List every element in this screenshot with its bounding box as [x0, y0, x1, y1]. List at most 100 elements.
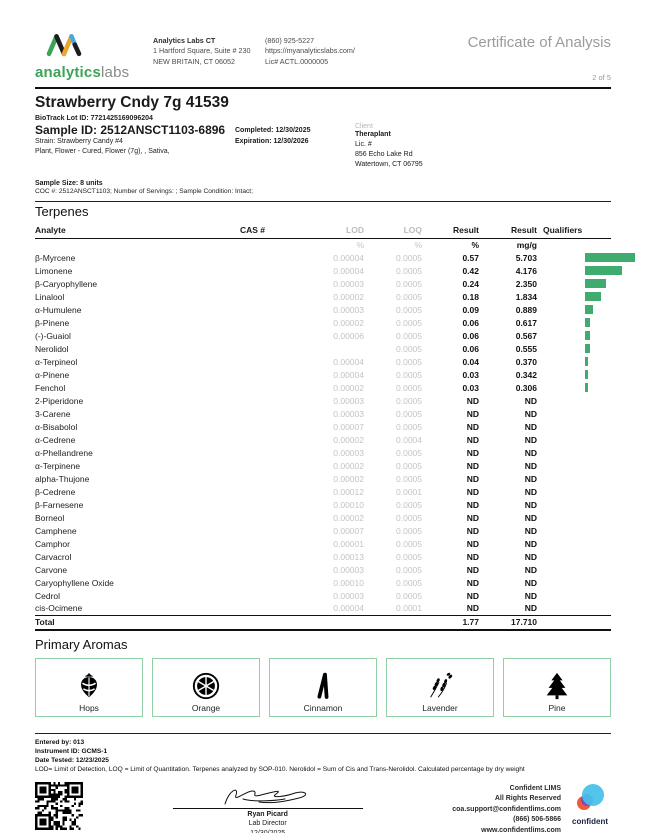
unit-result-mg: mg/g [516, 239, 537, 250]
cell-qualifier [537, 576, 611, 589]
cell-cas [240, 303, 302, 316]
cell-cas [240, 563, 302, 576]
client-license: Lic. # [355, 141, 372, 149]
terpenes-table: Analyte CAS # LOD LOQ Result Result Qual… [35, 222, 635, 632]
cell-lod: 0.00004 [333, 603, 364, 614]
cell-result-pct: ND [466, 551, 479, 562]
entered-by: Entered by: 013 [35, 739, 85, 747]
cell-result-mg: ND [524, 434, 537, 445]
terpene-row: α-Pinene 0.00004 0.0005 0.03 0.342 [35, 368, 611, 381]
cell-result-pct: ND [466, 538, 479, 549]
header-divider [35, 87, 611, 89]
qr-code [35, 781, 83, 830]
cell-lod: 0.00002 [333, 512, 364, 523]
cell-result-mg: ND [524, 395, 537, 406]
cell-result-mg: ND [524, 525, 537, 536]
lab-phone: (860) 925-5227 [265, 36, 315, 45]
header: analyticslabs Analytics Labs CT 1 Hartfo… [35, 28, 611, 82]
total-cas [240, 614, 302, 632]
cell-result-mg: ND [524, 577, 537, 588]
cell-analyte: Limonene [35, 265, 73, 276]
cell-loq: 0.0005 [396, 525, 422, 536]
cell-result-pct: 0.18 [462, 291, 479, 302]
cell-result-pct: ND [466, 473, 479, 484]
aroma-box-pine: Pine [503, 658, 611, 718]
terpene-row: Camphene 0.00007 0.0005 ND ND [35, 524, 611, 537]
cell-cas [240, 368, 302, 381]
cell-analyte: α-Terpinene [35, 460, 81, 471]
cell-qualifier [537, 381, 611, 394]
cell-qualifier [537, 329, 611, 342]
cell-qualifier [537, 251, 635, 264]
cell-qualifier [537, 433, 611, 446]
pine-icon [546, 672, 568, 700]
brand-labs: labs [101, 64, 130, 81]
cell-analyte: α-Terpineol [35, 356, 78, 367]
cell-result-mg: 2.350 [515, 278, 537, 289]
cell-lod: 0.00003 [333, 278, 364, 289]
cell-qualifier [537, 316, 611, 329]
cell-analyte: cis-Ocimene [35, 603, 83, 614]
cell-result-pct: 0.09 [462, 304, 479, 315]
cell-cas [240, 355, 302, 368]
aroma-box-hops: Hops [35, 658, 143, 718]
cell-loq: 0.0005 [396, 330, 422, 341]
aroma-label-hops: Hops [79, 703, 99, 714]
cell-result-mg: 0.306 [515, 382, 537, 393]
cell-cas [240, 316, 302, 329]
sample-id-block: Sample ID: 2512ANSCT1103-6896 Strain: St… [35, 123, 235, 171]
date-tested: Date Tested: 12/23/2025 [35, 756, 109, 764]
cell-result-mg: ND [524, 551, 537, 562]
cell-analyte: Carvone [35, 564, 68, 575]
cell-loq: 0.0005 [396, 369, 422, 380]
cell-analyte: α-Humulene [35, 304, 82, 315]
cell-lod: 0.00010 [333, 499, 364, 510]
terpene-bar [585, 266, 622, 276]
terpene-bar [585, 383, 588, 393]
cell-result-mg: 0.342 [515, 369, 537, 380]
cell-result-mg: ND [524, 603, 537, 614]
units-row: % % % mg/g [35, 238, 611, 251]
cell-result-pct: 0.06 [462, 343, 479, 354]
cell-lod: 0.00003 [333, 447, 364, 458]
terpene-bar [585, 279, 606, 289]
lab-address-block: Analytics Labs CT 1 Hartford Square, Sui… [153, 36, 265, 67]
lims-block: Confident LIMS All Rights Reserved coa.s… [452, 782, 611, 833]
terpene-row: β-Pinene 0.00002 0.0005 0.06 0.617 [35, 316, 611, 329]
cell-result-mg: 1.834 [515, 291, 537, 302]
cell-lod: 0.00004 [333, 356, 364, 367]
strain-line: Strain: Strawberry Candy #4 [35, 138, 123, 145]
cell-cas [240, 407, 302, 420]
cell-loq: 0.0005 [396, 460, 422, 471]
cell-cas [240, 290, 302, 303]
aroma-box-cinnamon: Cinnamon [269, 658, 377, 718]
cell-cas [240, 433, 302, 446]
cell-loq: 0.0005 [396, 473, 422, 484]
terpene-row: 3-Carene 0.00003 0.0005 ND ND [35, 407, 611, 420]
signature-icon [224, 789, 306, 805]
col-result-pct: Result [422, 222, 479, 239]
cell-analyte: β-Cedrene [35, 486, 76, 497]
cell-result-mg: ND [524, 590, 537, 601]
cell-analyte: Borneol [35, 512, 65, 523]
signoff-row: Ryan Picard Lab Director 12/30/2025 Conf… [35, 781, 611, 833]
cell-loq: 0.0005 [396, 577, 422, 588]
instrument-id: Instrument ID: GCMS-1 [35, 747, 108, 755]
cell-qualifier [537, 264, 622, 277]
cell-result-pct: ND [466, 434, 479, 445]
cell-qualifier [537, 446, 611, 459]
terpene-bar [585, 318, 591, 328]
lavender-icon [430, 672, 453, 698]
matrix-line: Plant, Flower - Cured, Flower (7g), , Sa… [35, 147, 170, 155]
cell-cas [240, 524, 302, 537]
mountain-logo-icon [46, 34, 82, 57]
cell-qualifier [537, 394, 611, 407]
cell-result-mg: 0.617 [515, 317, 537, 328]
terpene-row: Limonene 0.00004 0.0005 0.42 4.176 [35, 264, 622, 277]
unit-cas [240, 238, 302, 251]
terpene-row: α-Terpinene 0.00002 0.0005 ND ND [35, 459, 611, 472]
total-lod [302, 614, 364, 632]
cell-result-pct: 0.04 [462, 356, 479, 367]
terpene-row: Carvone 0.00003 0.0005 ND ND [35, 563, 611, 576]
cell-cas [240, 498, 302, 511]
